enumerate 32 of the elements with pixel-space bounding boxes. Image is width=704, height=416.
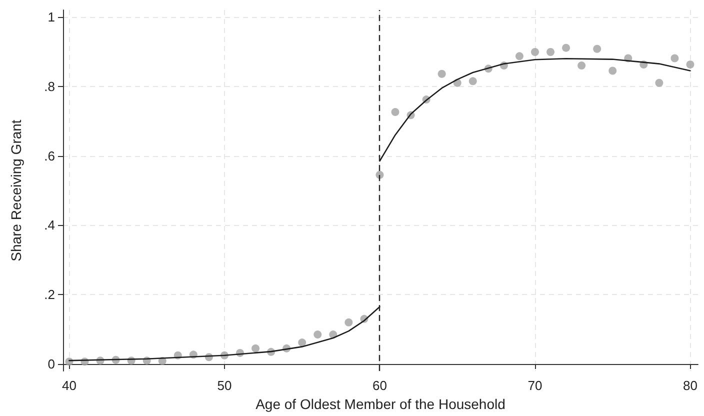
point: [655, 78, 664, 87]
x-axis-title: Age of Oldest Member of the Household: [256, 396, 506, 412]
point: [578, 62, 586, 70]
point: [562, 44, 570, 52]
point: [608, 66, 617, 75]
x-tick-label: 50: [217, 378, 232, 393]
point: [515, 52, 524, 60]
point: [314, 330, 322, 339]
y-axis-title: Share Receiving Grant: [8, 120, 24, 262]
point: [546, 48, 555, 56]
point: [298, 338, 306, 347]
y-tick-label: 0: [48, 356, 55, 372]
x-tick-label: 60: [372, 378, 387, 393]
y-tick-label: .4: [44, 218, 55, 233]
point: [252, 344, 260, 352]
point: [391, 108, 400, 116]
point: [65, 358, 74, 366]
y-tick-label: .2: [44, 287, 55, 302]
point: [530, 48, 539, 56]
point: [468, 77, 477, 86]
y-tick-label: 1: [48, 9, 55, 24]
y-tick-label: .6: [44, 148, 55, 164]
point: [670, 54, 679, 62]
point: [438, 70, 446, 78]
point: [686, 60, 694, 68]
point: [593, 44, 602, 53]
point: [376, 170, 384, 179]
x-tick-label: 70: [528, 378, 542, 393]
y-tick-label: .8: [44, 78, 55, 94]
x-tick-label: 80: [683, 378, 698, 393]
x-tick-label: 40: [62, 378, 76, 393]
point: [344, 318, 353, 326]
